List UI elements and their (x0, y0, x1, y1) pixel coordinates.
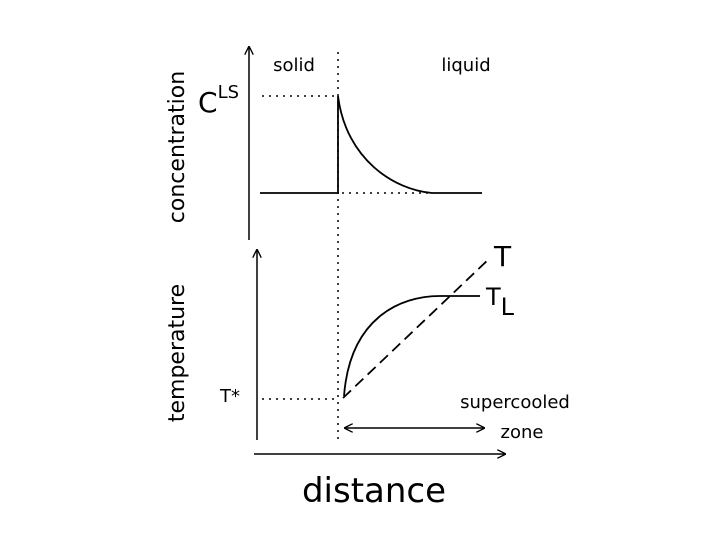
cls-superscript: LS (218, 82, 239, 103)
zone-label: zone (501, 422, 544, 443)
temperature-t-label: T (493, 240, 512, 273)
cls-symbol: CLS (198, 82, 239, 119)
tl-base: T (485, 283, 501, 311)
concentration-axis-label: concentration (165, 71, 190, 223)
distance-axis-label: distance (302, 471, 446, 511)
temperature-axis-label: temperature (165, 284, 190, 422)
liquidus-temperature-curve (343, 295, 480, 397)
cls-base: C (198, 86, 218, 119)
supercooled-label: supercooled (460, 392, 570, 413)
tl-subscript: L (501, 293, 515, 321)
concentration-profile-curve (260, 95, 482, 194)
tstar-label: T* (219, 386, 240, 407)
liquidus-tl-label: TL (485, 283, 515, 321)
liquid-region-label: liquid (441, 55, 490, 76)
solid-region-label: solid (273, 55, 315, 76)
actual-temperature-dashed-line (342, 257, 491, 399)
